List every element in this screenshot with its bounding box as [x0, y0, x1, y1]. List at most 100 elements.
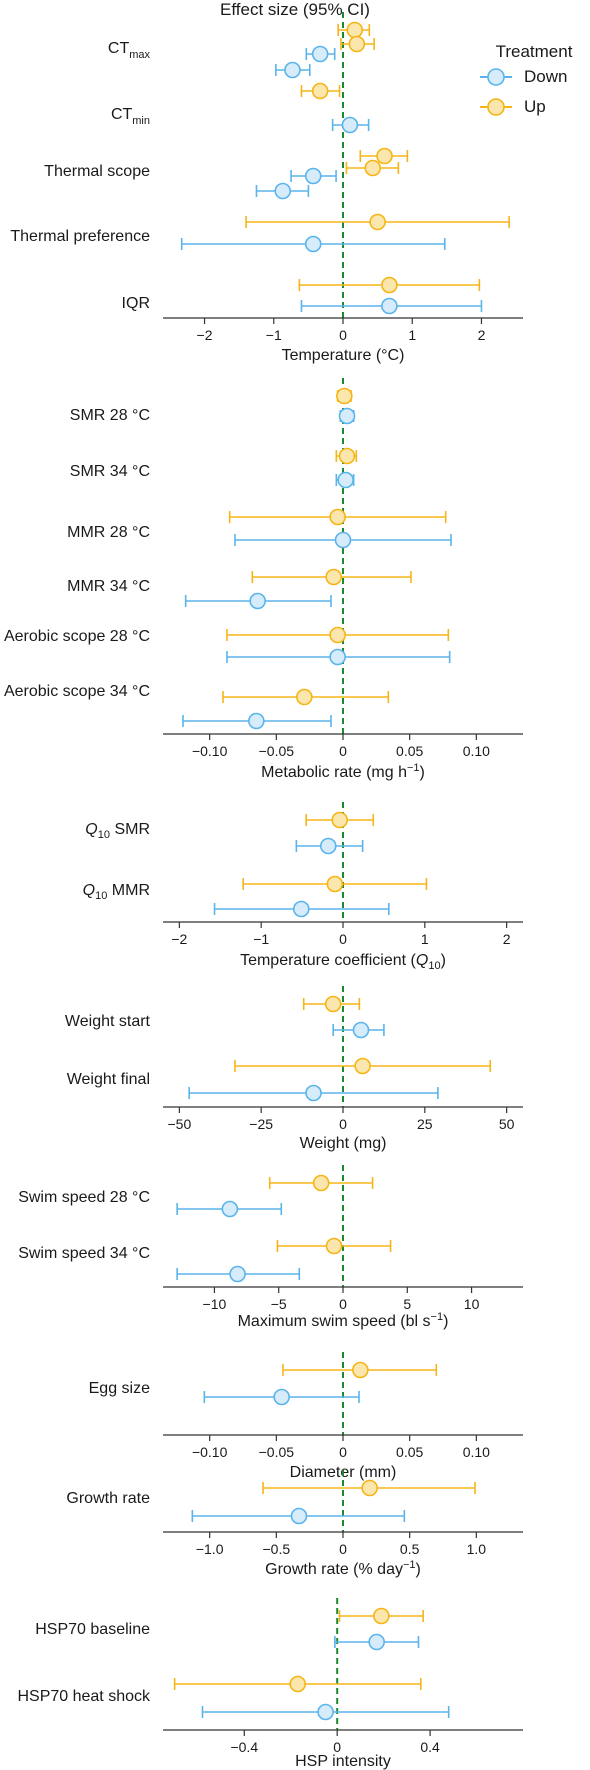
x-tick-label: 0 [339, 1444, 347, 1460]
point-estimate-down [273, 1388, 290, 1406]
x-tick-label: 0 [339, 743, 347, 759]
row-label-q-subscript: 10 [98, 829, 110, 841]
point-estimate-up [361, 1479, 378, 1497]
point-estimate-down [284, 61, 301, 79]
legend-item-down: Down [478, 62, 590, 92]
point-estimate-down [248, 712, 265, 730]
row-label-text: Swim speed 28 °C [18, 1189, 150, 1206]
x-tick-label: 0.10 [463, 743, 490, 759]
x-tick-label: 0 [339, 1296, 347, 1312]
x-tick-label: −0.10 [192, 743, 228, 759]
row-label-text: Aerobic scope 34 °C [4, 683, 150, 700]
row-label-text: Thermal preference [10, 228, 150, 245]
row-label-text: MMR 34 °C [67, 578, 150, 595]
x-axis-label-tail: ) [420, 764, 425, 781]
x-tick-label: −5 [271, 1296, 287, 1312]
x-tick-label: 25 [417, 1116, 433, 1132]
x-axis-label: Temperature (°C) [282, 347, 405, 364]
point-estimate-up [289, 1675, 307, 1693]
x-axis-label-text: Metabolic rate (mg h [261, 764, 407, 781]
row-label: Weight start [65, 1013, 151, 1030]
x-tick-label: −25 [249, 1116, 273, 1132]
point-estimate-up [325, 568, 342, 586]
point-estimate-down [249, 592, 266, 610]
point-estimate-up [346, 21, 364, 39]
point-estimate-down [381, 297, 398, 315]
row-label-text: Thermal scope [44, 163, 150, 180]
row-label: Thermal scope [44, 163, 150, 180]
row-label: IQR [122, 295, 150, 312]
point-estimate-down [311, 45, 329, 63]
row-label-text: HSP70 baseline [35, 1621, 150, 1638]
x-tick-label: 0.5 [400, 1541, 420, 1557]
x-axis-label-superscript: −1 [431, 1311, 444, 1323]
row-label: SMR 34 °C [70, 463, 150, 480]
x-tick-label: 0 [339, 1116, 347, 1132]
row-label: Swim speed 28 °C [18, 1189, 150, 1206]
point-estimate-down [305, 1084, 322, 1102]
x-tick-label: 0.4 [420, 1739, 440, 1755]
x-axis-label-tail: ) [416, 1561, 421, 1578]
point-estimate-up [381, 276, 398, 294]
point-estimate-down [304, 167, 322, 185]
x-tick-label: 0 [333, 1739, 341, 1755]
x-tick-label: 1.0 [467, 1541, 487, 1557]
legend-label-up: Up [524, 97, 546, 116]
x-tick-label: 0.10 [463, 1444, 490, 1460]
x-tick-label: 2 [503, 931, 511, 947]
x-tick-label: −0.4 [230, 1739, 258, 1755]
point-estimate-down [229, 1265, 246, 1283]
row-label: MMR 34 °C [67, 578, 150, 595]
row-label: Aerobic scope 28 °C [4, 628, 150, 645]
row-label-text: Weight final [67, 1071, 150, 1088]
row-label-text: Egg size [89, 1380, 150, 1397]
x-axis-label: Growth rate (% day−1) [265, 1559, 421, 1578]
row-label: Aerobic scope 34 °C [4, 683, 150, 700]
point-estimate-up [336, 387, 353, 405]
x-tick-label: 5 [403, 1296, 411, 1312]
x-tick-label: −1 [266, 327, 282, 343]
point-estimate-up [352, 1361, 369, 1379]
point-estimate-up [311, 82, 329, 100]
row-label-text: Swim speed 34 °C [18, 1245, 150, 1262]
x-tick-label: 50 [499, 1116, 515, 1132]
x-axis-label: HSP intensity [295, 1753, 391, 1770]
x-axis-label: Metabolic rate (mg h−1) [261, 762, 425, 781]
row-label: SMR 28 °C [70, 407, 150, 424]
row-label-text: MMR [107, 882, 150, 899]
x-tick-label: −2 [197, 327, 213, 343]
legend-title: Treatment [495, 42, 573, 61]
point-estimate-down [352, 1021, 370, 1039]
x-axis-label-text: Growth rate (% day [265, 1561, 403, 1578]
x-axis-label: Weight (mg) [300, 1135, 387, 1152]
point-estimate-down [329, 648, 346, 666]
point-estimate-down [290, 1507, 308, 1525]
row-label-q: Q [83, 882, 95, 899]
legend-item-up: Up [478, 92, 590, 122]
row-label: CTmax [108, 40, 151, 61]
x-tick-label: 1 [408, 327, 416, 343]
point-estimate-down [319, 837, 337, 855]
row-label: Q10 MMR [83, 882, 150, 902]
point-estimate-up [373, 1607, 390, 1625]
point-estimate-up [338, 447, 356, 465]
row-label: Q10 SMR [85, 821, 150, 841]
x-tick-label: 10 [464, 1296, 480, 1312]
point-estimate-up [329, 508, 346, 526]
x-tick-label: −2 [171, 931, 187, 947]
x-tick-label: −0.05 [259, 743, 295, 759]
row-label-text: Weight start [65, 1013, 151, 1030]
row-label: HSP70 heat shock [17, 1688, 151, 1705]
x-axis-label-tail: ) [443, 1313, 448, 1330]
point-estimate-down [368, 1633, 385, 1651]
x-tick-label: 0 [339, 327, 347, 343]
x-tick-label: −0.05 [259, 1444, 295, 1460]
x-tick-label: −1.0 [196, 1541, 224, 1557]
x-axis-label-text: Temperature coefficient ( [240, 952, 416, 969]
x-tick-label: 1 [421, 931, 429, 947]
row-label: HSP70 baseline [35, 1621, 150, 1638]
x-axis-label-q: Q [416, 952, 428, 969]
x-tick-label: −0.10 [192, 1444, 228, 1460]
row-label-text: MMR 28 °C [67, 524, 150, 541]
